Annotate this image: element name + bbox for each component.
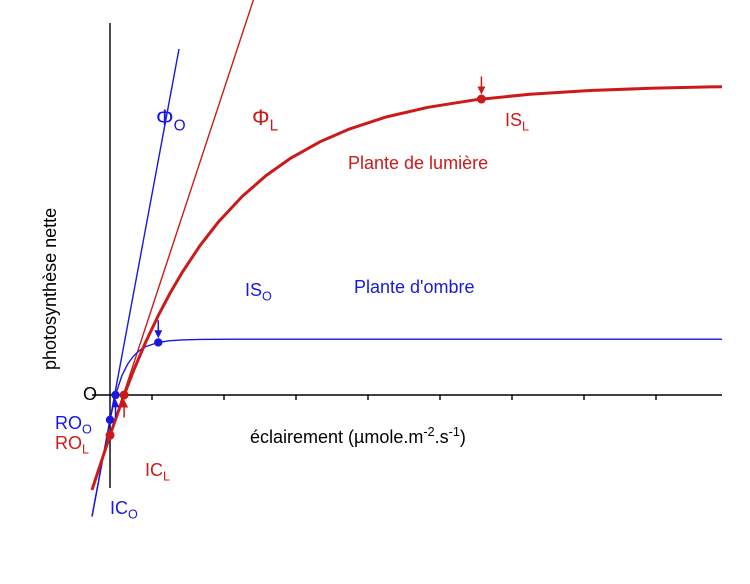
y-axis-label: photosynthèse nette	[40, 208, 61, 370]
point-label-IC-o: ICO	[110, 498, 138, 522]
point-label-IC-l: ICL	[145, 460, 170, 484]
sun-plant-label: Plante de lumière	[348, 153, 488, 174]
point-label-IS-o: ISO	[245, 280, 272, 304]
point-label-IS-l: ISL	[505, 110, 529, 134]
x-axis-label: éclairement (µmole.m-2.s-1)	[250, 425, 466, 448]
origin-label: O	[83, 384, 97, 405]
phi-l-label: ΦL	[252, 105, 278, 135]
shade-plant-label: Plante d'ombre	[354, 277, 475, 298]
phi-o-label: ΦO	[156, 105, 186, 135]
point-label-RO-l: ROL	[55, 433, 89, 457]
